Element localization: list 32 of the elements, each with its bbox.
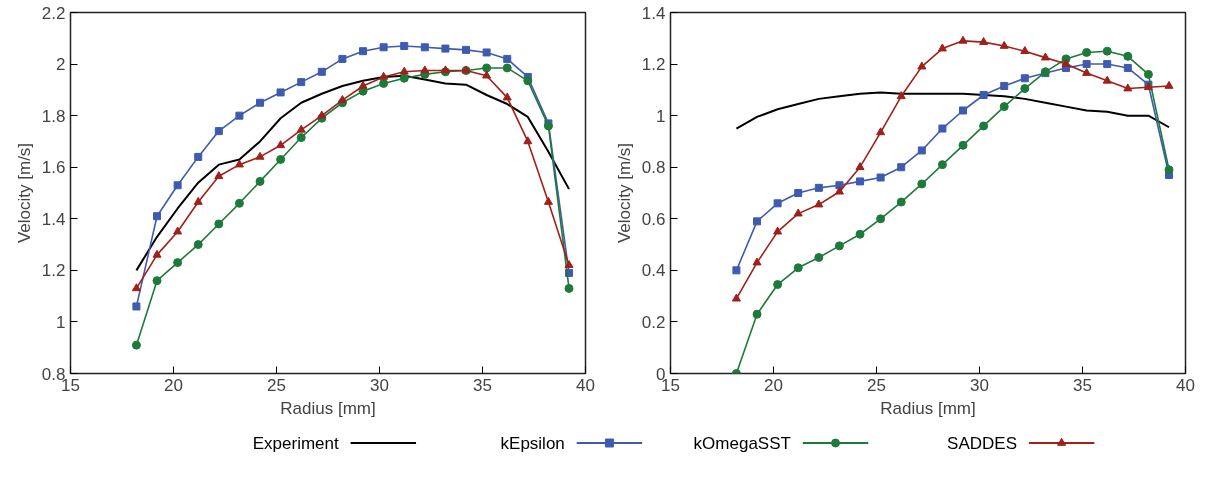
y-tick-label: 1.6: [41, 158, 66, 178]
y-tick-label: 0.2: [641, 312, 666, 332]
legend-label: kEpsilon: [500, 433, 565, 453]
y-tick-label: 1.8: [41, 106, 66, 126]
legend-label: Experiment: [252, 433, 339, 453]
x-tick-label: 20: [764, 375, 783, 395]
y-tick-label: 0.4: [641, 261, 666, 281]
y-tick-label: 0.8: [641, 158, 666, 178]
y-tick-label: 2: [56, 55, 66, 75]
legend-label: SADDES: [947, 433, 1018, 453]
y-tick-label: 1.4: [641, 3, 666, 23]
legend-label: kOmegaSST: [693, 433, 791, 453]
x-tick-label: 30: [970, 375, 989, 395]
x-axis-title: Radius [mm]: [280, 398, 376, 418]
x-tick-label: 25: [867, 375, 886, 395]
y-tick-label: 0.6: [641, 209, 666, 229]
y-tick-label: 1.2: [41, 261, 66, 281]
x-tick-label: 25: [267, 375, 286, 395]
y-tick-label: 1.4: [41, 209, 66, 229]
x-tick-label: 40: [1176, 375, 1195, 395]
y-axis-title: Velocity [m/s]: [614, 142, 634, 244]
x-tick-label: 35: [1073, 375, 1092, 395]
y-tick-label: 1.2: [641, 55, 666, 75]
y-tick-label: 1: [56, 312, 66, 332]
x-tick-label: 30: [370, 375, 389, 395]
x-tick-label: 40: [576, 375, 595, 395]
x-axis-title: Radius [mm]: [880, 398, 976, 418]
y-tick-label: 2.2: [41, 3, 66, 23]
x-tick-label: 35: [473, 375, 492, 395]
y-tick-label: 1: [656, 106, 666, 126]
y-axis-title: Velocity [m/s]: [14, 142, 34, 244]
x-tick-label: 20: [164, 375, 183, 395]
